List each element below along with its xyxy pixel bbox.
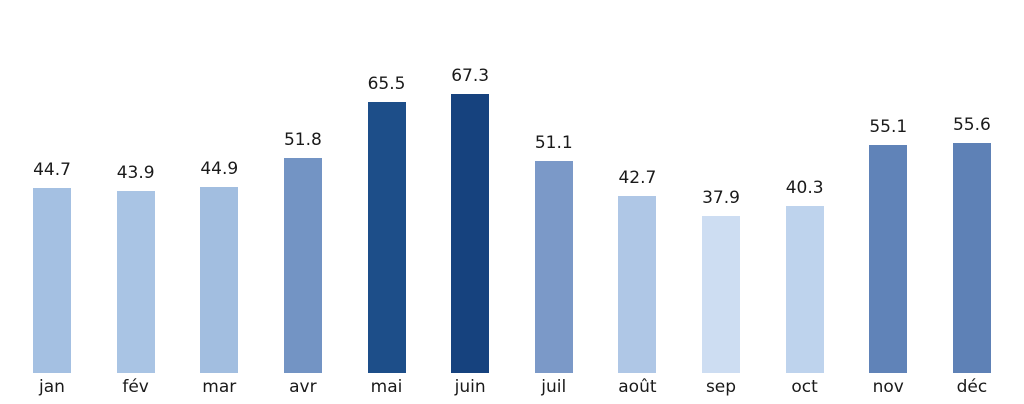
bar-column-déc: 55.6 déc [952, 0, 991, 404]
bar-oct [785, 206, 824, 373]
x-tick-label: déc [956, 377, 988, 397]
bar-déc [952, 142, 991, 373]
bar-column-mar: 44.9 mar [200, 0, 239, 404]
bar-column-fév: 43.9 fév [116, 0, 155, 404]
bar-avr [283, 158, 322, 373]
bar-mai [367, 101, 406, 373]
value-label: 42.7 [618, 168, 657, 188]
bar-nov [869, 144, 908, 373]
bar-column-juin: 67.3 juin [451, 0, 490, 404]
x-tick-label: août [618, 377, 657, 397]
value-label: 40.3 [785, 178, 824, 198]
value-label: 44.9 [200, 158, 239, 179]
bar-column-oct: 40.3 oct [785, 0, 824, 404]
bar-column-jan: 44.7 jan [33, 0, 71, 404]
bar-mar [200, 186, 239, 373]
value-label: 65.5 [367, 73, 406, 94]
bar-column-juil: 51.1 juil [534, 0, 573, 404]
bar-jan [33, 187, 71, 373]
x-tick-label: jan [39, 377, 65, 397]
value-label: 51.8 [283, 130, 322, 151]
bar-août [618, 196, 657, 373]
x-tick-label: fév [122, 377, 149, 397]
bar-juin [451, 94, 490, 373]
x-tick-label: juin [454, 377, 486, 397]
value-label: 51.1 [534, 133, 573, 154]
value-label: 44.7 [33, 159, 71, 180]
x-tick-label: mar [202, 377, 237, 397]
x-tick-label: avr [289, 377, 317, 397]
x-tick-label: juil [541, 377, 567, 397]
bar-fév [116, 191, 155, 373]
bar-chart-plot-area: 44.7 jan 43.9 fév 44.9 mar 51.8 avr 65.5 mai 67.3 j… [33, 0, 991, 404]
x-tick-label: nov [872, 377, 904, 397]
value-label: 37.9 [702, 187, 740, 208]
bar-column-mai: 65.5 mai [367, 0, 406, 404]
bar-column-avr: 51.8 avr [283, 0, 322, 404]
value-label: 67.3 [451, 66, 490, 87]
value-label: 55.6 [952, 114, 991, 135]
x-tick-label: sep [705, 377, 737, 397]
x-tick-label: oct [791, 377, 818, 397]
value-label: 55.1 [869, 116, 908, 137]
bar-column-nov: 55.1 nov [869, 0, 908, 404]
x-tick-label: mai [370, 377, 403, 397]
bar-sep [702, 215, 740, 373]
bar-column-août: 42.7 août [618, 0, 656, 404]
bar-juil [534, 161, 573, 373]
bar-column-sep: 37.9 sep [702, 0, 740, 404]
value-label: 43.9 [116, 163, 155, 184]
